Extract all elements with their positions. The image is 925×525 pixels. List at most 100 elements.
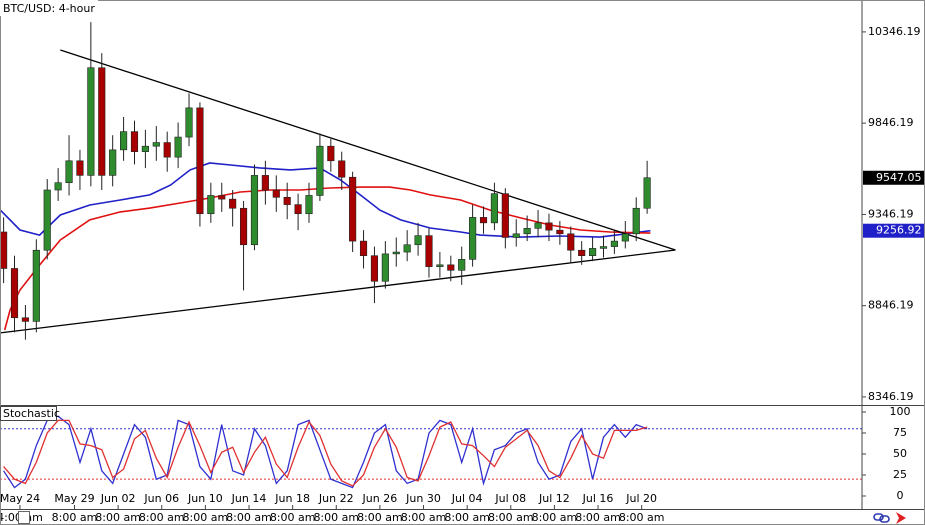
link-icon[interactable] [873, 513, 890, 523]
candle-body [414, 235, 422, 246]
x-tick-label: Jul 08 [494, 492, 526, 505]
candle-body [141, 145, 149, 152]
y-tick-label: 75 [893, 426, 907, 439]
x-tick-label: Jun 14 [231, 492, 267, 505]
moving-average [3, 186, 651, 331]
candle-body [447, 264, 455, 271]
candle-body [283, 196, 291, 205]
candle-body [458, 259, 466, 271]
y-tick-label: 8846.19 [868, 299, 914, 312]
trend-line [60, 49, 676, 251]
time-label: 8:00 am [444, 511, 490, 524]
candle-body [120, 131, 128, 151]
candle-body [0, 231, 8, 269]
candle-body [523, 228, 531, 235]
candle-body [316, 145, 324, 196]
candle-body [218, 195, 226, 200]
candle-body [403, 244, 411, 253]
stochastic-line [3, 415, 648, 489]
x-tick-label: Jun 22 [318, 492, 354, 505]
time-label: 8:00 am [488, 511, 534, 524]
x-tick-label: Jun 30 [405, 492, 441, 505]
scroll-thumb [18, 511, 30, 524]
candle-body [261, 175, 269, 191]
candle-body [589, 248, 597, 257]
axes: 8346.19 8846.19 9346.19 9846.19 10346.19 May … [0, 25, 925, 524]
candle-body [490, 193, 498, 224]
candle-body [599, 246, 608, 249]
candle-body [10, 268, 19, 319]
y-tick-label: 9846.19 [868, 116, 914, 129]
title-bg [0, 0, 98, 16]
x-tick-label: May 24 [0, 492, 40, 505]
time-label: 8:00 am [139, 511, 185, 524]
candle-body [545, 222, 553, 231]
last-price-flag [863, 170, 925, 185]
y-tick-label: 0 [897, 489, 904, 502]
time-label: 8:00 am [183, 511, 229, 524]
candle-body [185, 107, 193, 138]
last-price-label: 9547.05 [876, 171, 922, 184]
candle-body [174, 136, 182, 158]
candle-body [21, 317, 29, 322]
x-tick-label: Jun 10 [187, 492, 223, 505]
candle-body [610, 240, 618, 247]
candle-body [534, 222, 542, 229]
x-tick-label: Jul 12 [538, 492, 570, 505]
candle-body [479, 217, 488, 224]
candle-body [327, 145, 335, 162]
price-panel [0, 22, 676, 340]
stochastic-panel [0, 415, 862, 489]
candle-body [65, 160, 73, 183]
candle-body [54, 182, 62, 191]
candle-body [272, 189, 280, 198]
time-label: 8:00 am [270, 511, 316, 524]
candle-body [567, 233, 575, 251]
x-tick-label: Jul 16 [582, 492, 614, 505]
x-tick-label: Jun 02 [100, 492, 136, 505]
candle-body [305, 195, 313, 215]
x-tick-label: Jun 18 [274, 492, 310, 505]
candle-body [229, 198, 237, 209]
candle-body [152, 142, 160, 147]
candle-body [163, 142, 171, 158]
candle-body [98, 67, 106, 176]
candle-body [578, 249, 586, 257]
y-tick-label: 9346.19 [868, 207, 914, 220]
scroll-right-icon[interactable] [896, 512, 906, 524]
candle-body [239, 207, 248, 246]
stochastic-title-bg [0, 406, 57, 421]
time-label: 8:00 am [313, 511, 359, 524]
time-label: 8:00 am [401, 511, 447, 524]
candle-body [425, 235, 433, 267]
y-tick-label: 50 [893, 447, 907, 460]
ma-price-label: 9256.92 [876, 224, 922, 237]
candle-body [469, 217, 477, 260]
x-tick-label: Jun 06 [143, 492, 179, 505]
time-label: 8:00 am [575, 511, 621, 524]
x-tick-label: Jun 26 [362, 492, 398, 505]
time-label: 8:00 am [532, 511, 578, 524]
ma-price-flag [863, 223, 925, 238]
time-label: 8:00 am [226, 511, 272, 524]
toolbar-icons [873, 512, 906, 524]
candle-body [556, 229, 564, 235]
stochastic-title: Stochastic [3, 407, 60, 420]
time-label: 8:00 am [619, 511, 665, 524]
candle-body [381, 253, 389, 282]
candle-body [338, 160, 346, 178]
candle-body [370, 255, 379, 282]
candle-body [76, 160, 84, 176]
candle-body [359, 240, 368, 257]
y-tick-label: 100 [890, 405, 911, 418]
time-label: 8:00 am [52, 511, 98, 524]
candle-body [392, 251, 400, 255]
candle-body [501, 193, 509, 238]
time-label: 8:00 am [95, 511, 141, 524]
candle-body [207, 195, 215, 215]
x-tick-label: Jul 04 [451, 492, 483, 505]
stochastic-line [3, 419, 648, 487]
moving-average [0, 162, 651, 238]
candle-body [32, 249, 40, 322]
